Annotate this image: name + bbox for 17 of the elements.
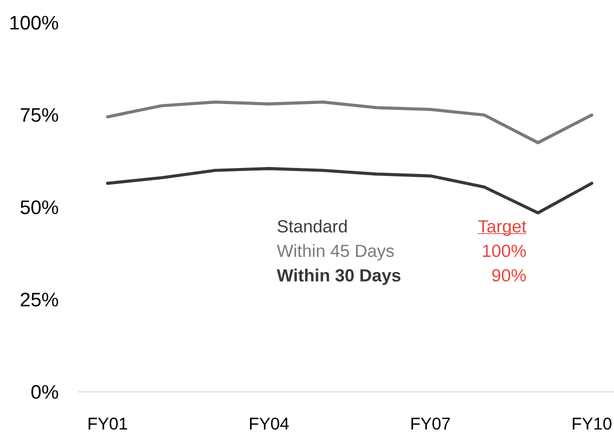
y-tick-label: 50% bbox=[20, 200, 58, 214]
text: Within 30 Days bbox=[276, 268, 400, 285]
y-tick-label: 100% bbox=[10, 16, 58, 30]
y-tick-label: 0% bbox=[31, 385, 58, 399]
annotation: 100% bbox=[483, 244, 526, 258]
annotation: Target bbox=[478, 220, 526, 236]
line-series bbox=[106, 166, 594, 214]
x-tick-label: FY10 bbox=[572, 418, 612, 430]
y-tick-label: 25% bbox=[20, 292, 58, 306]
x-tick-label: FY04 bbox=[250, 418, 289, 430]
line-series bbox=[106, 100, 594, 144]
y-tick-label: 75% bbox=[20, 108, 58, 122]
annotation: 90% bbox=[492, 269, 526, 282]
text: Within 45 Days bbox=[276, 244, 394, 260]
x-tick-label: FY07 bbox=[411, 418, 450, 430]
legend-title: Standard bbox=[278, 220, 347, 233]
x-tick-label: FY01 bbox=[88, 418, 128, 430]
